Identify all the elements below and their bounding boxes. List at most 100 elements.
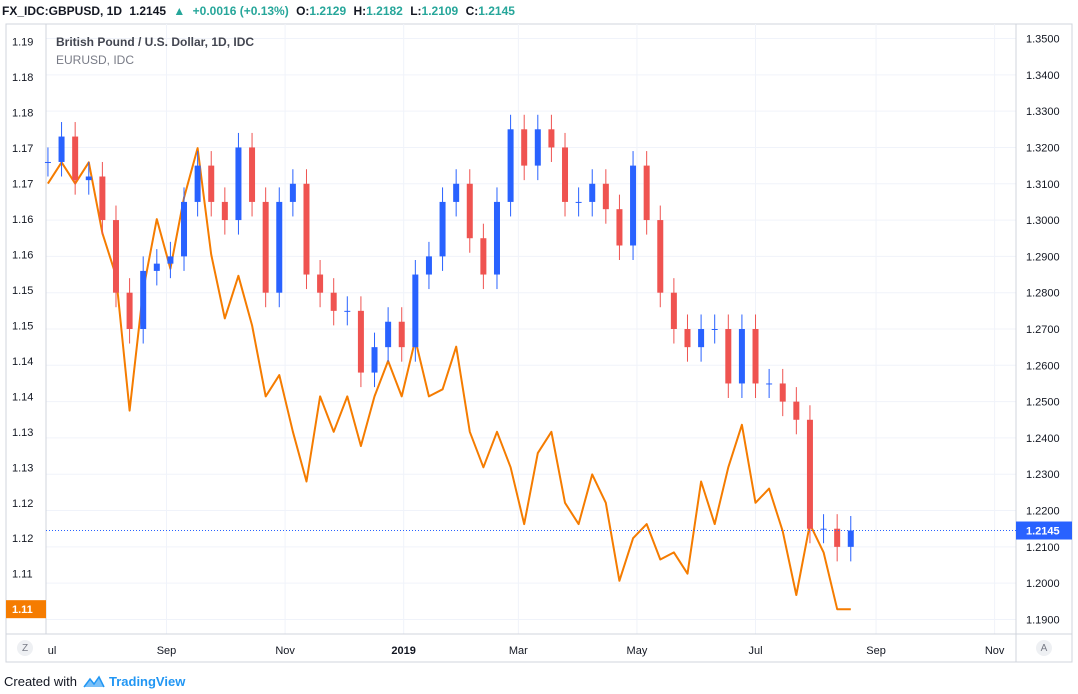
candle-body bbox=[181, 201, 188, 257]
time-tick-label: May bbox=[627, 645, 648, 657]
candle bbox=[344, 296, 351, 326]
candle-body bbox=[439, 201, 446, 257]
candle-body bbox=[398, 321, 405, 348]
candle bbox=[303, 169, 310, 290]
candle-body bbox=[99, 176, 106, 221]
candle-body bbox=[562, 147, 569, 202]
candle-body bbox=[670, 292, 677, 329]
auto-scale-button[interactable]: A bbox=[1036, 640, 1052, 656]
candle bbox=[262, 187, 269, 308]
footer: Created with TradingView bbox=[4, 674, 185, 689]
candle-body bbox=[834, 528, 841, 547]
candle-body bbox=[507, 129, 514, 202]
right-tick-label: 1.3000 bbox=[1026, 215, 1060, 227]
candle-body bbox=[194, 165, 201, 202]
candle-body bbox=[643, 165, 650, 221]
candle-body bbox=[85, 176, 92, 181]
zoom-button[interactable]: Z bbox=[17, 640, 33, 656]
candle-body bbox=[344, 310, 351, 312]
right-tick-label: 1.2500 bbox=[1026, 397, 1060, 409]
candle bbox=[330, 278, 337, 326]
grid-vertical bbox=[166, 24, 996, 634]
eurusd-last-label: 1.11 bbox=[12, 604, 33, 616]
left-tick-label: 1.18 bbox=[12, 108, 33, 120]
high-label: H: bbox=[353, 4, 367, 18]
candle-body bbox=[221, 201, 228, 221]
tradingview-brand[interactable]: TradingView bbox=[108, 674, 186, 689]
time-axis-ticks: ul Sep Nov 2019 Mar May Jul Sep Nov bbox=[48, 645, 1005, 657]
candle-body bbox=[453, 183, 460, 202]
candle bbox=[725, 314, 732, 398]
candle-body bbox=[820, 528, 827, 530]
left-tick-label: 1.14 bbox=[12, 356, 33, 368]
open-label: O: bbox=[296, 4, 310, 18]
candle bbox=[112, 205, 119, 308]
candle bbox=[58, 122, 65, 177]
chart-border bbox=[5, 23, 1073, 663]
candle-body bbox=[657, 220, 664, 293]
last-price-label: 1.2145 bbox=[1026, 526, 1060, 538]
close-label: C: bbox=[465, 4, 479, 18]
candle-body bbox=[262, 201, 269, 293]
candle-body bbox=[112, 220, 119, 293]
candle-body bbox=[521, 129, 528, 166]
symbol-header: FX_IDC:GBPUSD, 1D 1.2145 ▲ +0.0016 (+0.1… bbox=[2, 4, 519, 22]
left-tick-label: 1.15 bbox=[12, 285, 33, 297]
candle bbox=[493, 187, 500, 290]
legend-compare: EURUSD, IDC bbox=[56, 53, 134, 67]
created-with-text: Created with bbox=[4, 674, 77, 689]
candle bbox=[466, 169, 473, 253]
candle-body bbox=[589, 183, 596, 202]
left-tick-label: 1.19 bbox=[12, 37, 33, 49]
candle-body bbox=[371, 347, 378, 373]
candle-body bbox=[725, 329, 732, 384]
right-tick-label: 1.2700 bbox=[1026, 324, 1060, 336]
right-tick-label: 1.3100 bbox=[1026, 179, 1060, 191]
candle-body bbox=[480, 238, 487, 275]
candle-body bbox=[153, 263, 160, 271]
symbol-name[interactable]: FX_IDC:GBPUSD, 1D bbox=[2, 4, 123, 18]
candle bbox=[167, 241, 174, 279]
candle bbox=[657, 205, 664, 308]
candle-body bbox=[208, 165, 215, 202]
candle bbox=[181, 187, 188, 271]
candle bbox=[439, 187, 446, 271]
candle bbox=[834, 514, 841, 562]
candle bbox=[357, 296, 364, 388]
candle bbox=[575, 187, 582, 217]
right-tick-label: 1.3400 bbox=[1026, 70, 1060, 82]
candle-body bbox=[303, 183, 310, 275]
time-tick-label: Nov bbox=[985, 645, 1005, 657]
candle bbox=[562, 132, 569, 217]
candle bbox=[480, 223, 487, 290]
time-tick-label: Jul bbox=[748, 645, 762, 657]
candle bbox=[711, 314, 718, 344]
candle bbox=[208, 151, 215, 217]
candle-body bbox=[330, 292, 337, 311]
candle-body bbox=[698, 329, 705, 348]
right-tick-label: 1.2000 bbox=[1026, 578, 1060, 590]
last-price-badge bbox=[1016, 521, 1072, 540]
candle-body bbox=[548, 129, 555, 148]
candle bbox=[99, 161, 106, 235]
candle-body bbox=[466, 183, 473, 239]
candle bbox=[752, 314, 759, 398]
right-tick-label: 1.2100 bbox=[1026, 542, 1060, 554]
candle bbox=[72, 122, 79, 195]
candle bbox=[616, 194, 623, 261]
candle bbox=[630, 151, 637, 261]
left-tick-label: 1.15 bbox=[12, 320, 33, 332]
candle bbox=[820, 514, 827, 544]
candle-body bbox=[235, 147, 242, 221]
candle-body bbox=[493, 201, 500, 275]
price-change: +0.0016 (+0.13%) bbox=[192, 4, 289, 18]
candle-body bbox=[616, 209, 623, 246]
candle bbox=[589, 169, 596, 217]
legend-main: British Pound / U.S. Dollar, 1D, IDC bbox=[56, 35, 254, 49]
left-axis-ticks: 1.19 1.18 1.18 1.17 1.17 1.16 1.16 1.15 1.15 1.14… bbox=[12, 37, 33, 616]
candle bbox=[847, 515, 854, 562]
candle bbox=[140, 256, 147, 344]
candle-body bbox=[602, 183, 609, 210]
candle bbox=[289, 169, 296, 217]
